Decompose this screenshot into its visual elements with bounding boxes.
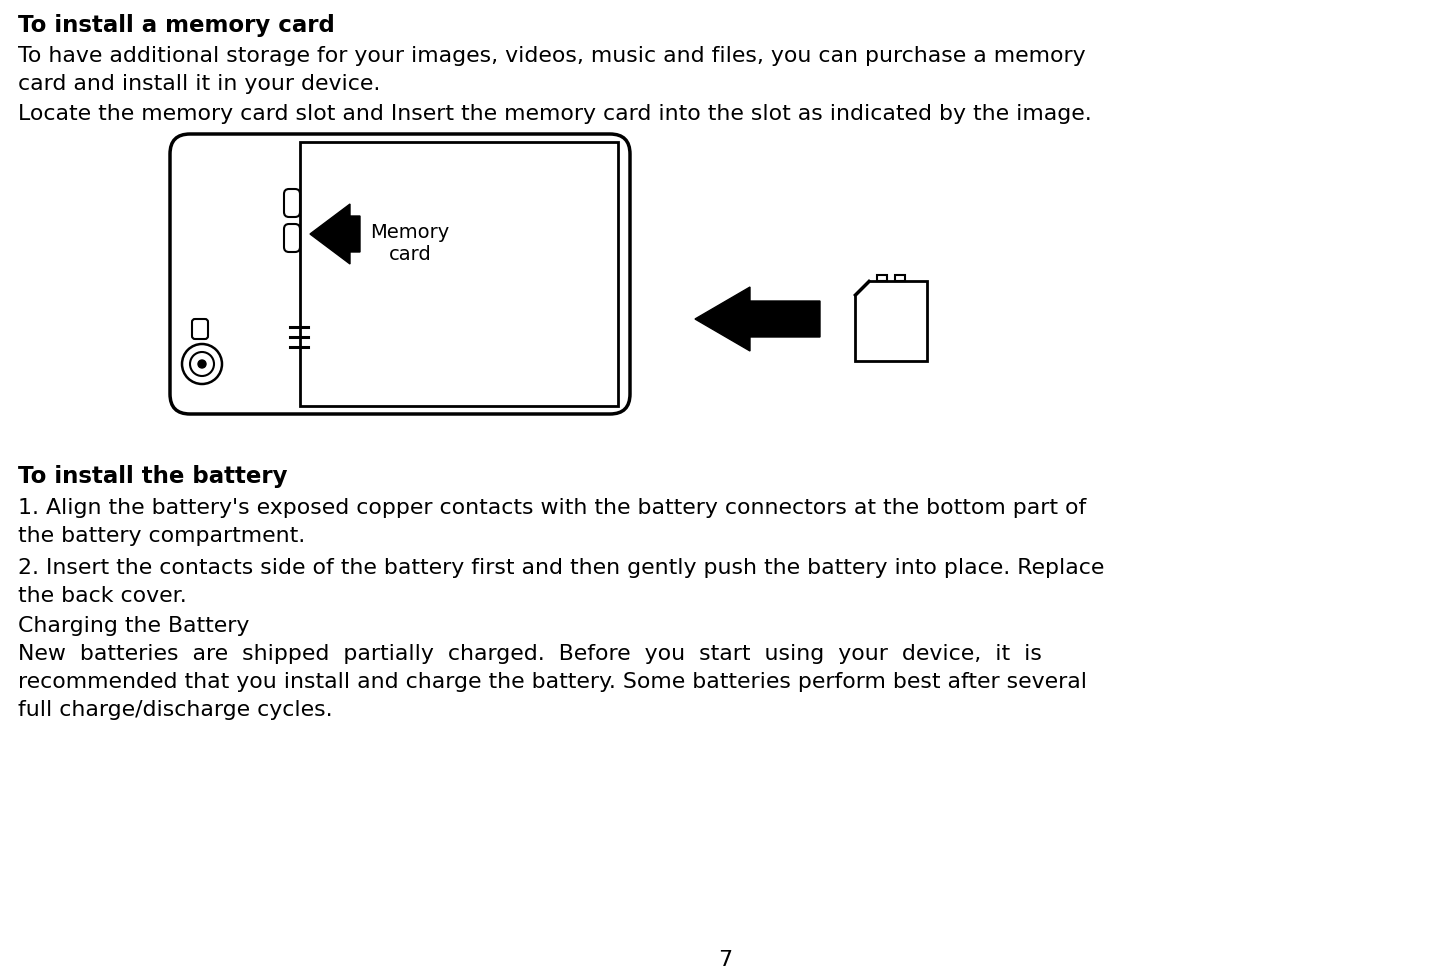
Text: the back cover.: the back cover. [17, 586, 187, 605]
Text: Memory
card: Memory card [370, 223, 450, 264]
Text: full charge/discharge cycles.: full charge/discharge cycles. [17, 699, 332, 719]
Circle shape [181, 344, 222, 384]
Text: recommended that you install and charge the battery. Some batteries perform best: recommended that you install and charge … [17, 671, 1087, 691]
Bar [300, 143, 618, 407]
Text: 1. Align the battery's exposed copper contacts with the battery connectors at th: 1. Align the battery's exposed copper co… [17, 498, 1087, 517]
FancyBboxPatch shape [284, 190, 300, 218]
Text: Charging the Battery: Charging the Battery [17, 615, 250, 636]
Circle shape [197, 361, 206, 369]
Text: the battery compartment.: the battery compartment. [17, 525, 305, 546]
FancyBboxPatch shape [170, 135, 630, 415]
Text: To have additional storage for your images, videos, music and files, you can pur: To have additional storage for your imag… [17, 46, 1085, 66]
Bar [895, 276, 905, 282]
Text: 2. Insert the contacts side of the battery first and then gently push the batter: 2. Insert the contacts side of the batte… [17, 557, 1104, 577]
Polygon shape [855, 282, 927, 362]
Text: New  batteries  are  shipped  partially  charged.  Before  you  start  using  yo: New batteries are shipped partially char… [17, 644, 1042, 663]
Polygon shape [695, 288, 820, 352]
Bar [876, 276, 887, 282]
FancyBboxPatch shape [192, 320, 207, 339]
Circle shape [190, 353, 213, 377]
Text: 7: 7 [718, 949, 733, 969]
Text: Locate the memory card slot and Insert the memory card into the slot as indicate: Locate the memory card slot and Insert t… [17, 104, 1091, 124]
Polygon shape [311, 204, 360, 265]
FancyBboxPatch shape [284, 225, 300, 252]
Text: To install a memory card: To install a memory card [17, 14, 335, 37]
Text: card and install it in your device.: card and install it in your device. [17, 74, 380, 94]
Text: To install the battery: To install the battery [17, 465, 287, 487]
